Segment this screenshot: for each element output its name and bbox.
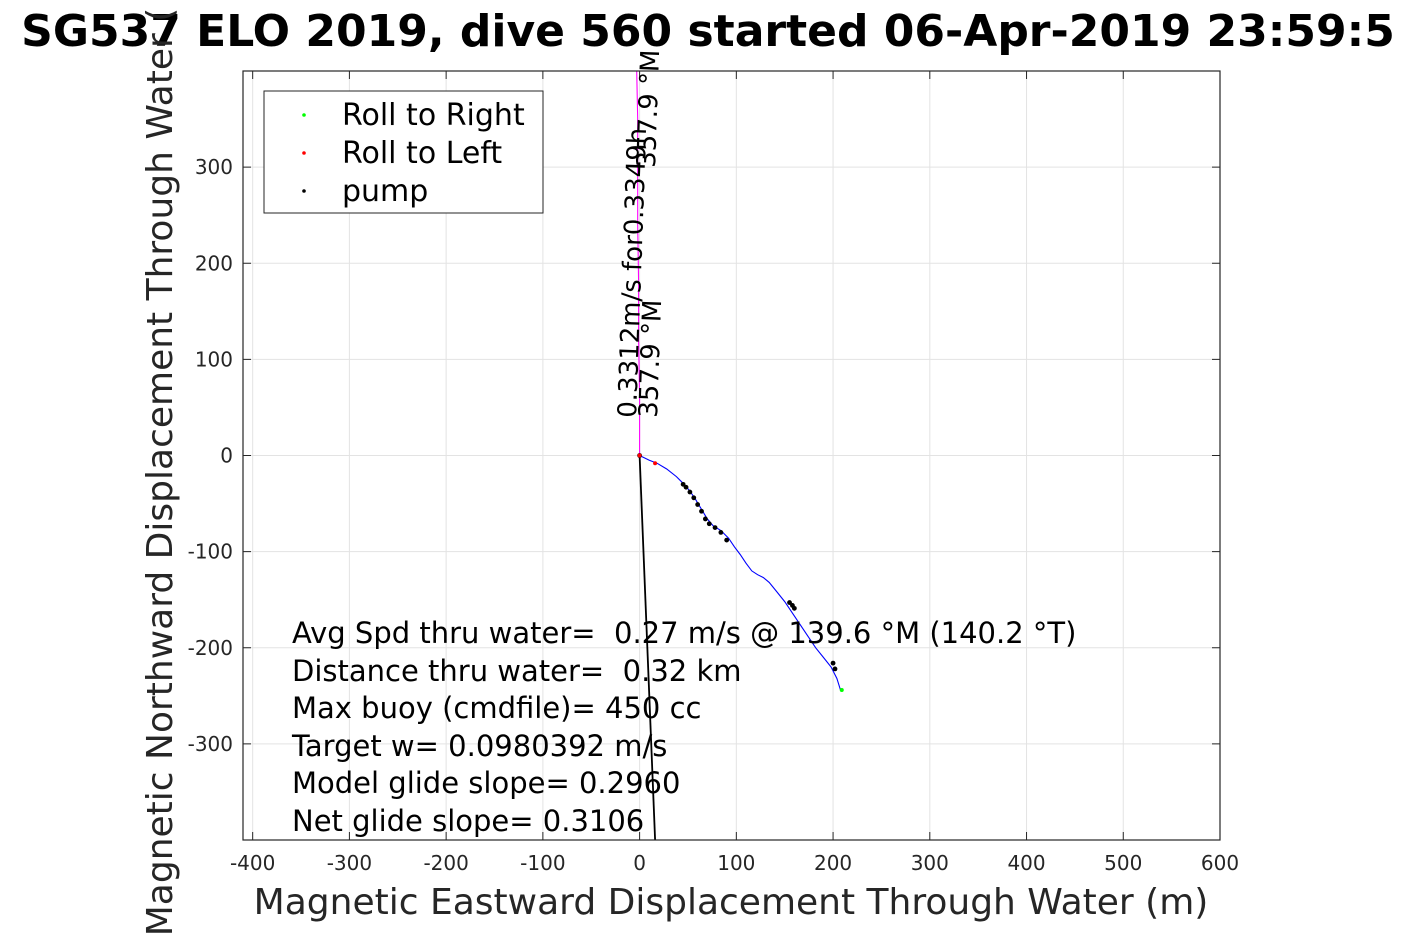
series-line-current: [636, 70, 641, 456]
x-tick-labels: -400 -300 -200 -100 0 100 200 300 400 500 600: [230, 851, 1239, 875]
x-tick-label: -300: [327, 851, 372, 875]
marker-pump: [695, 502, 701, 507]
x-tick-label: 600: [1201, 851, 1239, 875]
stat-target-w: Target w= 0.0980392 m/s: [291, 729, 667, 763]
chart-title: SG537 ELO 2019, dive 560 started 06-Apr-…: [21, 6, 1395, 57]
legend-marker-roll-right: [302, 113, 306, 117]
stat-model-glide-slope: Model glide slope= 0.2960: [292, 766, 680, 800]
stats-annotation: Avg Spd thru water= 0.27 m/s @ 139.6 °M …: [291, 616, 1076, 838]
legend-marker-roll-left: [302, 151, 306, 155]
x-tick-label: 300: [911, 851, 949, 875]
y-tick-label: -200: [188, 636, 233, 660]
x-tick-label: -100: [520, 851, 565, 875]
stat-distance: Distance thru water= 0.32 km: [292, 654, 742, 688]
series-line-depth-averaged-current: [638, 455, 656, 841]
x-tick-label: -400: [230, 851, 275, 875]
x-tick-label: 500: [1104, 851, 1142, 875]
marker-roll-to-left: [637, 453, 642, 458]
y-tick-label: 300: [195, 155, 233, 179]
y-tick-label: 100: [195, 347, 233, 371]
marker-roll-to-right: [839, 688, 844, 693]
tick-marks: [243, 71, 1221, 840]
legend-label-roll-left: Roll to Left: [342, 136, 502, 171]
legend-box: [263, 90, 544, 214]
marker-pump: [699, 508, 704, 514]
x-tick-label: 0: [633, 851, 646, 875]
x-tick-label: 100: [717, 851, 755, 875]
current-heading-label-lower: 357.9 °M: [634, 299, 668, 418]
current-heading-label-upper: 357.9 °M: [632, 49, 666, 168]
marker-pump: [791, 605, 797, 611]
x-tick-label: 400: [1007, 851, 1045, 875]
marker-roll-to-left: [653, 461, 658, 466]
x-tick-label: -200: [423, 851, 468, 875]
y-tick-labels: -300 -200 -100 0 100 200 300: [188, 155, 233, 756]
stat-max-buoy: Max buoy (cmdfile)= 450 cc: [292, 691, 701, 725]
y-axis-label: Magnetic Northward Displacement Through …: [140, 8, 181, 937]
marker-pump: [830, 660, 836, 666]
x-axis-label: Magnetic Eastward Displacement Through W…: [254, 882, 1209, 923]
x-tick-label: 200: [814, 851, 852, 875]
stat-avg-speed: Avg Spd thru water= 0.27 m/s @ 139.6 °M …: [292, 616, 1076, 650]
y-tick-label: 0: [220, 444, 233, 468]
marker-pump: [691, 495, 697, 501]
y-tick-label: -100: [188, 540, 233, 564]
y-tick-label: -300: [188, 732, 233, 756]
marker-pump: [832, 666, 838, 672]
marker-pump: [683, 484, 689, 490]
marker-pump: [702, 516, 708, 522]
current-annotations: 0.3312m/s for0.3349h 357.9 °M 357.9 °M: [613, 49, 668, 418]
marker-pump: [712, 525, 718, 530]
marker-pump: [706, 521, 712, 527]
marker-pump: [687, 489, 693, 495]
marker-layer: [637, 453, 844, 693]
marker-pump: [724, 537, 730, 543]
marker-pump: [718, 530, 724, 535]
legend-label-pump: pump: [342, 174, 428, 209]
legend: Roll to Right Roll to Left pump: [263, 90, 544, 214]
legend-marker-pump: [302, 189, 306, 193]
y-tick-label: 200: [195, 251, 233, 275]
legend-label-roll-right: Roll to Right: [342, 98, 525, 133]
stat-net-glide-slope: Net glide slope= 0.3106: [292, 804, 644, 838]
